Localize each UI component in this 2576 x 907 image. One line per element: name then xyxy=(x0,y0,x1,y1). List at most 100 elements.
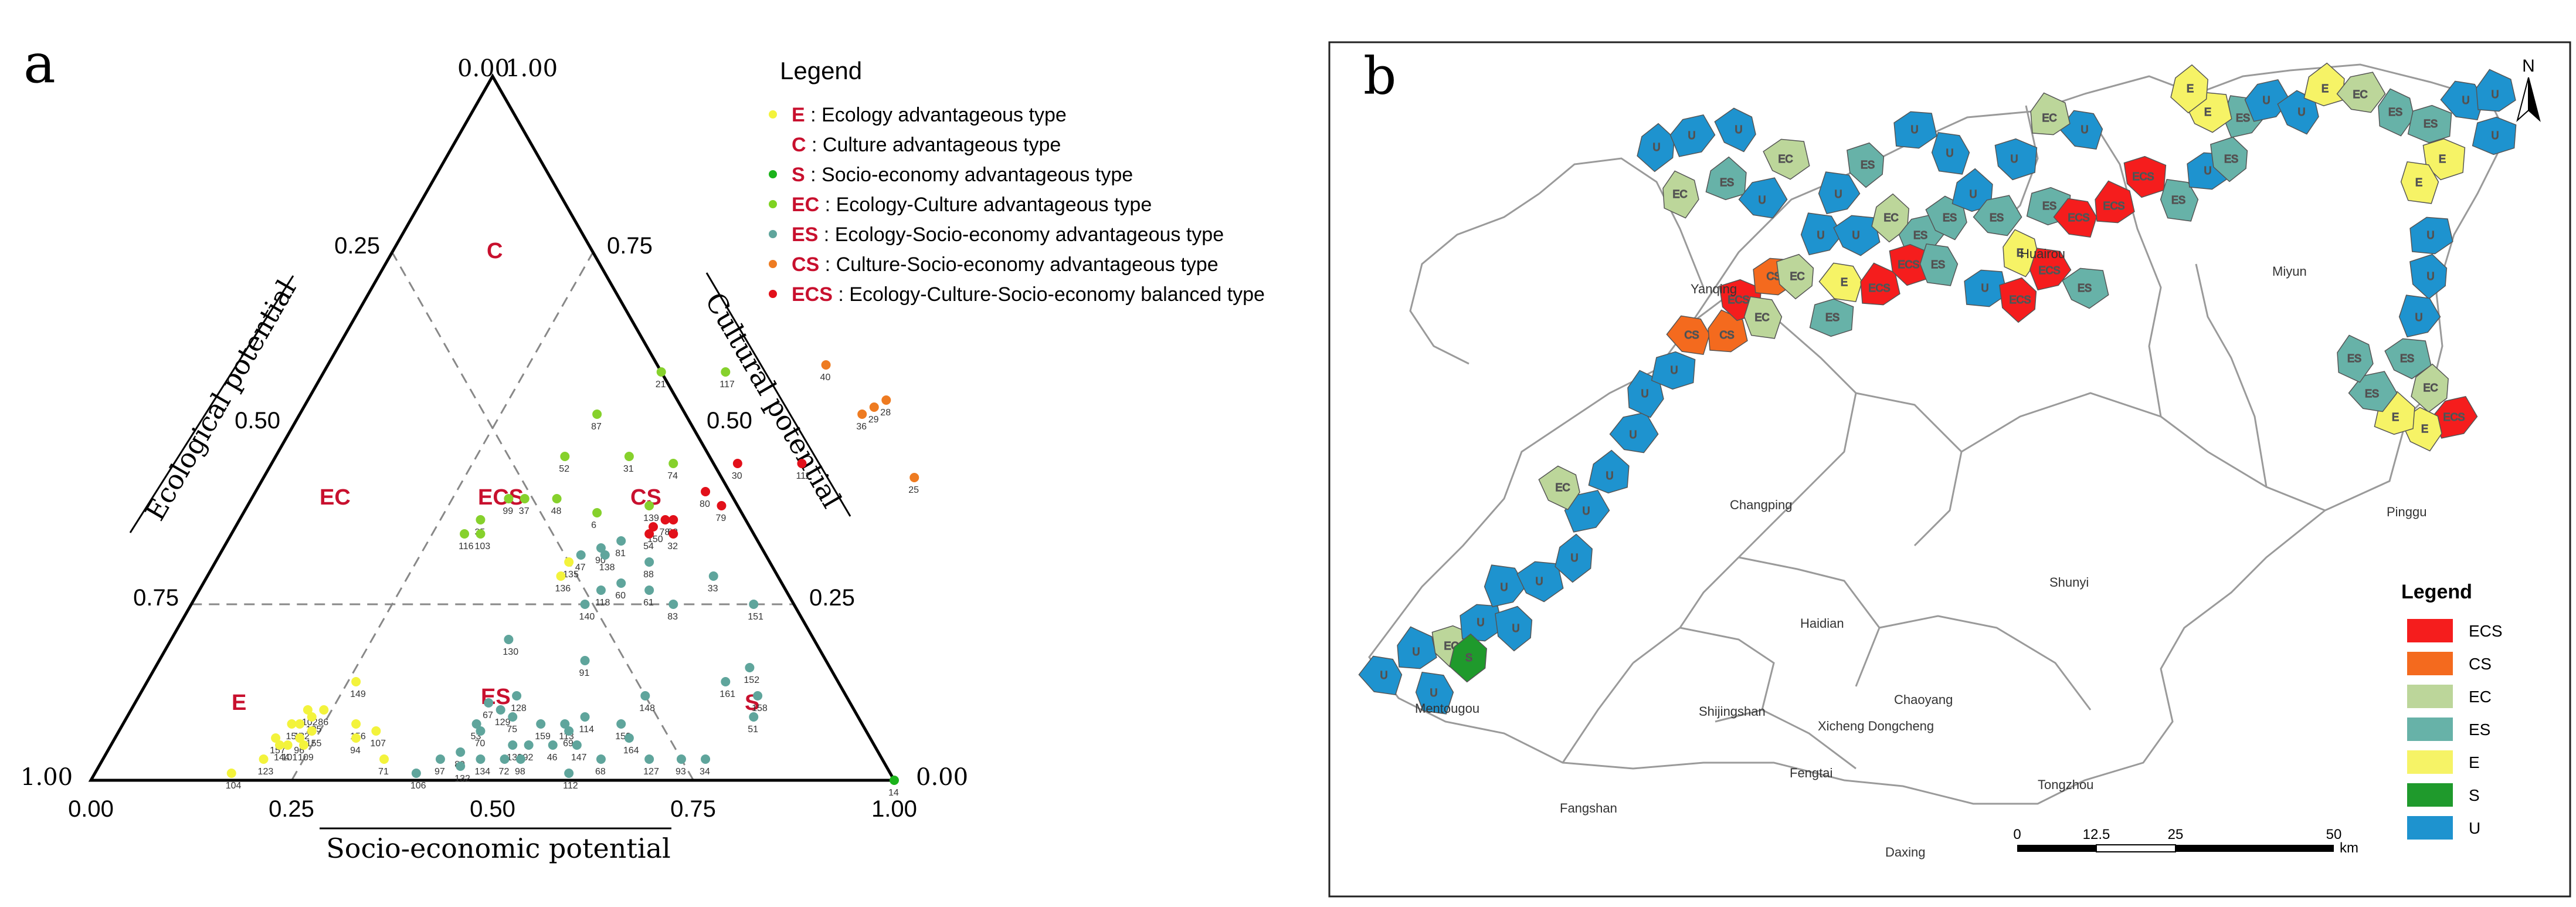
township-code: EC xyxy=(1754,312,1769,323)
township-30: ECS xyxy=(2053,198,2098,238)
data-point-107: 107 xyxy=(370,726,386,749)
township-75: E xyxy=(1818,262,1863,303)
plot-legend-item: S : Socio-economy advantageous type xyxy=(769,164,1133,186)
point-marker xyxy=(307,712,317,722)
data-point-98: 98 xyxy=(515,754,525,777)
point-marker xyxy=(576,550,586,560)
point-label: 21 xyxy=(656,380,666,390)
township-22: U xyxy=(1833,215,1881,256)
township-shape xyxy=(1999,277,2037,323)
township-8: U xyxy=(1555,533,1593,583)
township-15: CS xyxy=(1666,315,1710,356)
point-label: 130 xyxy=(503,647,518,657)
boundary-xicheng xyxy=(1679,627,1775,723)
township-code: U xyxy=(2492,89,2499,100)
township-shape xyxy=(2409,216,2453,255)
legend-swatch xyxy=(2407,750,2453,774)
township-shape xyxy=(1919,243,1959,286)
district-label-changping: Changping xyxy=(1730,498,1792,512)
township-31: ECS xyxy=(2095,180,2135,224)
legend-swatch xyxy=(2407,718,2453,741)
data-point-31: 31 xyxy=(623,452,634,474)
township-62: U xyxy=(1994,138,2038,181)
township-shape xyxy=(1714,107,1756,153)
region-label-c: C xyxy=(487,239,503,263)
point-marker xyxy=(456,747,466,757)
point-marker xyxy=(307,726,317,736)
township-54: ECS xyxy=(2432,395,2478,439)
boundary-daxing xyxy=(1762,709,1857,770)
data-point-147: 147 xyxy=(571,740,587,763)
point-marker xyxy=(456,762,466,771)
point-label: 25 xyxy=(908,485,919,495)
point-marker xyxy=(857,409,867,419)
data-point-29: 29 xyxy=(868,402,879,425)
legend-swatch xyxy=(2407,619,2453,642)
point-marker xyxy=(749,712,759,722)
point-label: 99 xyxy=(503,506,513,516)
township-shape xyxy=(2030,92,2071,136)
township-48: E xyxy=(2400,161,2439,204)
township-code: ES xyxy=(2236,112,2250,124)
township-shape xyxy=(1738,177,1788,219)
data-point-92: 92 xyxy=(523,740,534,763)
township-shape xyxy=(2160,178,2199,222)
township-code: U xyxy=(2462,94,2470,106)
township-code: CS xyxy=(1766,270,1781,282)
scale-seg-1 xyxy=(2017,845,2096,852)
township-code: U xyxy=(1653,141,1661,153)
township-code: ES xyxy=(1825,312,1839,323)
township-code: U xyxy=(1852,229,1860,241)
point-label: 111 xyxy=(796,471,810,481)
district-label-haidian: Haidian xyxy=(1800,616,1844,631)
boundary-pinggu xyxy=(2195,263,2268,488)
township-21: U xyxy=(1800,212,1843,256)
point-label: 164 xyxy=(623,746,639,756)
tick-left-2: 0.75 xyxy=(133,585,179,611)
point-label: 144 xyxy=(274,753,290,763)
point-label: 109 xyxy=(298,753,314,763)
point-marker xyxy=(226,769,236,778)
township-code: EC xyxy=(1778,153,1793,165)
township-shape xyxy=(2476,69,2516,112)
point-marker xyxy=(708,571,718,581)
data-point-75: 75 xyxy=(507,712,518,735)
point-marker xyxy=(909,473,919,482)
township-32: ECS xyxy=(2123,155,2167,198)
township-39: U xyxy=(2244,79,2290,122)
point-marker xyxy=(721,677,731,686)
point-marker xyxy=(351,733,361,743)
point-label: 81 xyxy=(615,549,626,559)
data-point-86: 86 xyxy=(318,705,329,727)
township-28: E xyxy=(2003,229,2039,277)
data-point-161: 161 xyxy=(719,677,735,699)
township-code: ES xyxy=(1990,212,2004,224)
point-marker xyxy=(283,740,293,750)
right-ticks: 0.75 0.50 0.25 xyxy=(607,233,855,611)
triangle-frame xyxy=(88,73,897,782)
township-shape xyxy=(1538,465,1580,510)
point-marker xyxy=(668,515,678,524)
guide-line-1 xyxy=(391,252,694,781)
point-marker xyxy=(624,452,634,461)
township-shape xyxy=(1964,269,2008,307)
point-marker xyxy=(299,740,309,750)
point-label: 140 xyxy=(579,612,595,622)
point-marker xyxy=(319,705,329,715)
township-33: ES xyxy=(2160,178,2199,222)
township-code: ES xyxy=(2400,353,2414,364)
point-label: 147 xyxy=(571,753,587,763)
apex-label-left: 1.00 xyxy=(21,764,73,791)
township-10: EC xyxy=(1538,465,1580,510)
data-point-78: 78 xyxy=(660,515,670,537)
tick-right-0: 0.75 xyxy=(607,233,653,259)
map-legend-item: E xyxy=(2407,750,2480,774)
point-label: 86 xyxy=(318,718,328,727)
township-code: U xyxy=(2415,312,2423,323)
township-shape xyxy=(1763,138,1810,180)
township-72: U xyxy=(1738,177,1788,219)
township-code: ECS xyxy=(2009,294,2031,306)
district-label-fengtai: Fengtai xyxy=(1790,766,1832,780)
data-point-28: 28 xyxy=(880,395,891,418)
